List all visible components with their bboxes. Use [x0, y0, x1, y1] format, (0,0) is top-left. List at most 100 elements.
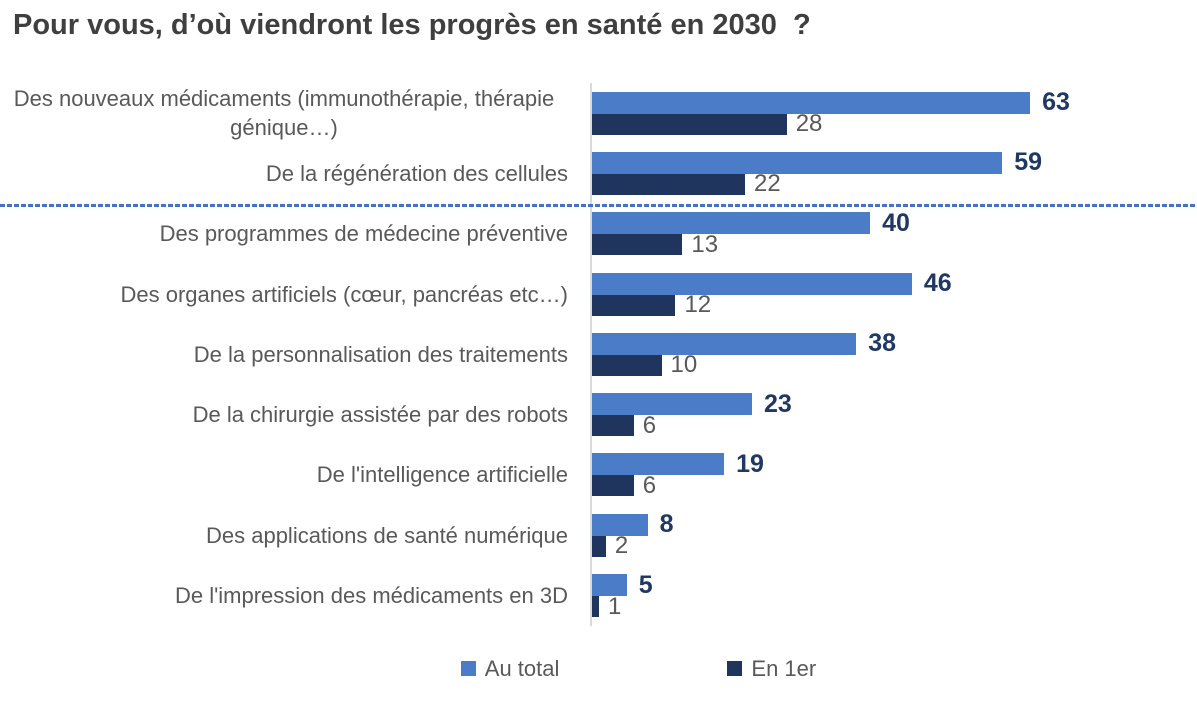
category-label: Des organes artificiels (cœur, pancréas … — [0, 280, 590, 309]
bar-en-1er — [592, 113, 787, 135]
bar-group: 23 6 — [590, 384, 1197, 445]
bar-en-1er — [592, 173, 745, 195]
category-label: De la personnalisation des traitements — [0, 340, 590, 369]
value-label: 5 — [638, 570, 653, 599]
chart-row: Des nouveaux médicaments (immunothérapie… — [0, 83, 1197, 144]
chart-legend: Au total En 1er — [40, 656, 1197, 682]
legend-label: En 1er — [751, 655, 817, 681]
chart-row: De la personnalisation des traitements 38… — [0, 324, 1197, 385]
bar-line-en-1er: 6 — [592, 411, 1197, 439]
value-label: 40 — [882, 208, 910, 237]
legend-item-en-1er: En 1er — [727, 656, 816, 682]
value-label: 38 — [868, 329, 897, 358]
bar-group: 19 6 — [590, 444, 1197, 506]
category-label: Des nouveaux médicaments (immunothérapie… — [0, 84, 590, 142]
bar-au-total — [592, 212, 871, 235]
bar-line-au-total: 19 — [592, 449, 1197, 478]
chart-row: De la régénération des cellules 59 22 — [0, 143, 1197, 204]
bar-en-1er — [592, 234, 683, 256]
chart-row: De la chirurgie assistée par des robots 2… — [0, 384, 1197, 445]
chart-row: De l'intelligence artificielle 19 6 — [0, 444, 1197, 506]
value-label: 6 — [642, 411, 657, 439]
bar-line-au-total: 38 — [592, 329, 1197, 358]
chart-row: Des programmes de médecine préventive 40 1… — [0, 203, 1197, 264]
bar-line-en-1er: 22 — [592, 170, 1197, 198]
value-label: 59 — [1014, 148, 1043, 177]
value-label: 8 — [659, 510, 674, 539]
bar-line-au-total: 40 — [592, 208, 1197, 237]
bar-au-total — [592, 513, 648, 536]
bar-group: 38 10 — [590, 324, 1197, 385]
legend-swatch-icon — [460, 661, 476, 677]
bar-line-en-1er: 10 — [592, 351, 1197, 379]
value-label: 10 — [670, 351, 698, 379]
category-label-text: Des nouveaux médicaments (immunothérapie… — [13, 86, 555, 141]
legend-label: Au total — [484, 655, 560, 681]
value-label: 12 — [684, 291, 712, 319]
bar-en-1er — [592, 415, 634, 437]
category-label: Des programmes de médecine préventive — [0, 219, 590, 248]
bar-en-1er — [592, 354, 662, 376]
chart-title: Pour vous, d’où viendront les progrès en… — [13, 9, 811, 41]
category-label: De l'intelligence artificielle — [0, 460, 590, 489]
bar-group: 46 12 — [590, 263, 1197, 325]
bar-line-au-total: 59 — [592, 148, 1197, 177]
value-label: 46 — [923, 269, 952, 298]
category-label-text: Des applications de santé numérique — [205, 522, 568, 548]
category-label-text: De la chirurgie assistée par des robots — [192, 402, 568, 428]
bar-en-1er — [592, 596, 599, 618]
bar-line-en-1er: 12 — [592, 291, 1197, 319]
value-label: 6 — [642, 471, 657, 499]
value-label: 19 — [736, 449, 764, 478]
bar-line-au-total: 5 — [592, 570, 1197, 599]
bar-line-en-1er: 1 — [592, 592, 1197, 620]
value-label: 23 — [763, 389, 792, 418]
bar-line-en-1er: 2 — [592, 532, 1197, 560]
bar-line-en-1er: 13 — [592, 230, 1197, 258]
value-label: 13 — [691, 230, 719, 258]
category-label-text: De l'intelligence artificielle — [316, 462, 568, 488]
value-label: 63 — [1042, 88, 1070, 117]
bar-line-au-total: 63 — [592, 88, 1197, 117]
category-label-text: De la régénération des cellules — [265, 160, 568, 186]
bar-en-1er — [592, 294, 676, 316]
value-label: 2 — [614, 532, 629, 560]
category-label: Des applications de santé numérique — [0, 521, 590, 550]
chart-row: De l'impression des médicaments en 3D 5 1 — [0, 565, 1197, 626]
bar-au-total — [592, 453, 725, 476]
legend-swatch-icon — [727, 661, 743, 677]
bar-au-total — [592, 574, 627, 597]
category-label: De la chirurgie assistée par des robots — [0, 400, 590, 429]
bar-au-total — [592, 332, 857, 355]
bar-group: 59 22 — [590, 143, 1197, 204]
category-label-text: De l'impression des médicaments en 3D — [174, 583, 568, 609]
category-label-text: De la personnalisation des traitements — [193, 341, 568, 367]
category-label-text: Des programmes de médecine préventive — [159, 221, 568, 247]
bar-line-au-total: 46 — [592, 269, 1197, 298]
value-label: 22 — [753, 170, 781, 198]
bar-line-en-1er: 28 — [592, 110, 1197, 138]
legend-item-au-total: Au total — [460, 655, 560, 682]
chart-row: Des organes artificiels (cœur, pancréas … — [0, 263, 1197, 325]
category-label: De l'impression des médicaments en 3D — [0, 581, 590, 610]
bar-en-1er — [592, 475, 634, 497]
chart-row: Des applications de santé numérique 8 2 — [0, 505, 1197, 566]
value-label: 1 — [607, 592, 622, 620]
bar-group: 40 13 — [590, 203, 1197, 264]
value-label: 28 — [795, 110, 823, 138]
bar-line-au-total: 8 — [592, 510, 1197, 539]
bar-au-total — [592, 393, 752, 416]
category-label: De la régénération des cellules — [0, 159, 590, 188]
chart-rows: Des nouveaux médicaments (immunothérapie… — [0, 83, 1197, 626]
bar-au-total — [592, 151, 1003, 174]
bar-line-au-total: 23 — [592, 389, 1197, 418]
bar-line-en-1er: 6 — [592, 471, 1197, 499]
bar-au-total — [592, 91, 1031, 114]
bar-au-total — [592, 272, 912, 295]
bar-en-1er — [592, 535, 606, 557]
bar-group: 63 28 — [590, 83, 1197, 144]
category-label-text: Des organes artificiels (cœur, pancréas … — [120, 281, 569, 307]
